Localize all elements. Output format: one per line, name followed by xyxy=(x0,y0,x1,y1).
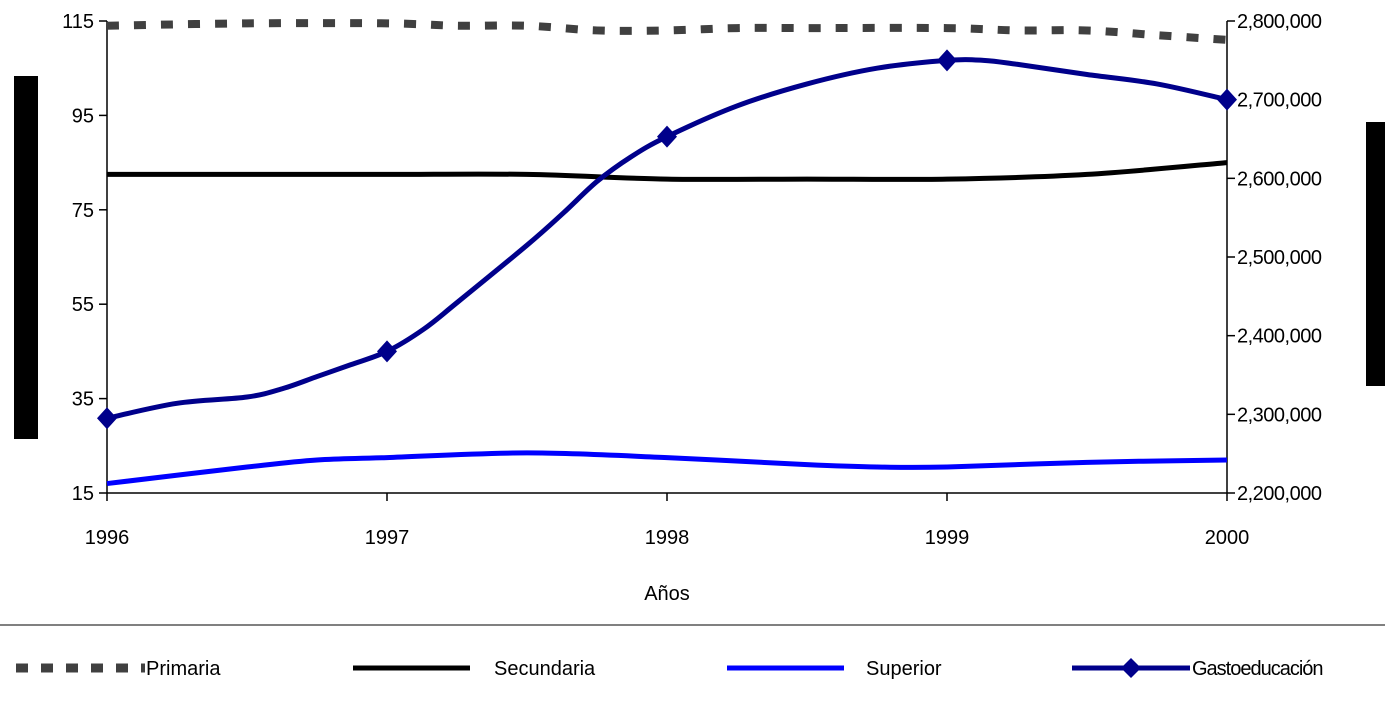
series-line-gasto xyxy=(106,57,1228,421)
legend-item-secundaria: Secundaria xyxy=(353,658,596,680)
right-tick-label: 2,500,000 xyxy=(1237,247,1322,269)
legend-label-superior: Superior xyxy=(866,658,942,680)
data-point-marker xyxy=(937,49,957,72)
left-tick-label: 15 xyxy=(72,483,94,505)
right-tick-label: 2,800,000 xyxy=(1237,11,1322,33)
data-point-marker xyxy=(657,125,677,148)
right-ticks: 2,800,000 2,700,000 2,600,000 2,500,000 2,40… xyxy=(1227,11,1322,505)
data-point-marker xyxy=(97,407,117,430)
right-tick-label: 2,200,000 xyxy=(1237,483,1322,505)
right-tick-label: 2,700,000 xyxy=(1237,90,1322,112)
legend-item-primaria: Primaria xyxy=(16,658,221,680)
series-line-secundaria xyxy=(106,160,1228,182)
series-line-primaria xyxy=(106,19,1228,44)
data-point-marker xyxy=(377,340,397,363)
right-tick-label: 2,300,000 xyxy=(1237,404,1322,426)
x-tick-label: 1996 xyxy=(85,527,130,549)
legend-marker-gasto xyxy=(1121,658,1141,678)
legend-item-superior: Superior xyxy=(727,658,942,680)
x-tick-label: 1997 xyxy=(365,527,410,549)
legend-item-gasto: Gastoeducación xyxy=(1072,658,1324,680)
right-tick-label: 2,400,000 xyxy=(1237,326,1322,348)
legend-label-secundaria: Secundaria xyxy=(494,658,596,680)
x-tick-label: 1999 xyxy=(925,527,970,549)
legend-label-primaria: Primaria xyxy=(146,658,221,680)
data-point-marker xyxy=(1217,88,1237,111)
series-line-superior xyxy=(106,450,1228,487)
x-axis-title: Años xyxy=(644,583,690,605)
left-ticks: 115 95 75 55 35 15 xyxy=(62,11,107,505)
left-axis-bar xyxy=(14,76,38,439)
x-tick-label: 2000 xyxy=(1205,527,1250,549)
x-tick-label: 1998 xyxy=(645,527,690,549)
left-tick-label: 75 xyxy=(72,200,94,222)
legend: Primaria Secundaria Superior Gastoeducac… xyxy=(16,658,1324,680)
series-layer xyxy=(97,19,1237,487)
left-tick-label: 35 xyxy=(72,389,94,411)
right-axis-bar xyxy=(1366,122,1385,386)
left-tick-label: 115 xyxy=(62,11,94,33)
left-tick-label: 95 xyxy=(72,105,94,127)
right-tick-label: 2,600,000 xyxy=(1237,168,1322,190)
left-tick-label: 55 xyxy=(72,294,94,316)
x-ticks: 1996 1997 1998 1999 2000 xyxy=(85,493,1250,549)
legend-label-gasto: Gastoeducación xyxy=(1192,658,1323,680)
plot-area xyxy=(106,21,1228,494)
